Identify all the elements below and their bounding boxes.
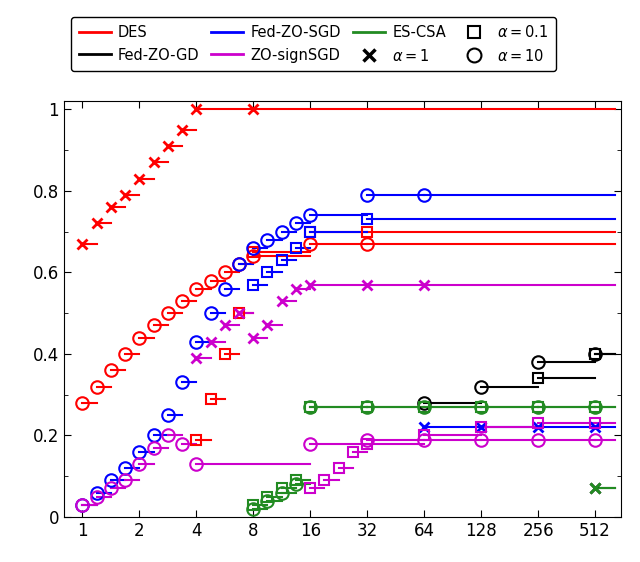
Legend: DES, Fed-ZO-GD, Fed-ZO-SGD, ZO-signSGD, ES-CSA, $\alpha = 1$, $\alpha = 0.1$, $\: DES, Fed-ZO-GD, Fed-ZO-SGD, ZO-signSGD, … [71,17,556,71]
